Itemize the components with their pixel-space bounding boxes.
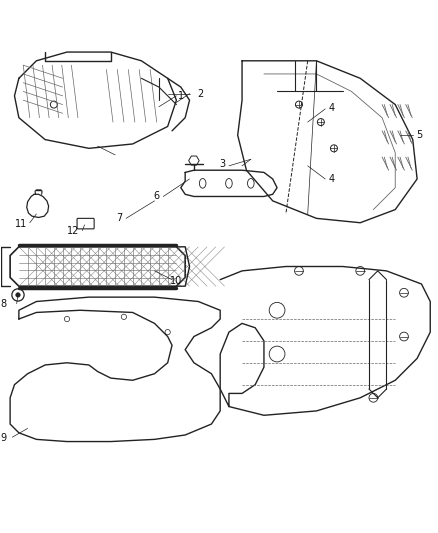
Text: 10: 10	[170, 276, 182, 286]
Text: 4: 4	[328, 103, 334, 113]
Text: 2: 2	[197, 88, 203, 99]
Text: 11: 11	[15, 219, 27, 229]
Text: 6: 6	[153, 191, 159, 201]
Text: 8: 8	[0, 298, 7, 309]
Text: 1: 1	[177, 91, 184, 101]
Text: 12: 12	[67, 227, 80, 237]
Text: 3: 3	[219, 159, 225, 168]
Text: 7: 7	[116, 213, 122, 223]
Text: 4: 4	[328, 174, 334, 184]
Text: 9: 9	[0, 433, 7, 443]
Circle shape	[16, 293, 20, 297]
Text: 5: 5	[415, 130, 421, 140]
